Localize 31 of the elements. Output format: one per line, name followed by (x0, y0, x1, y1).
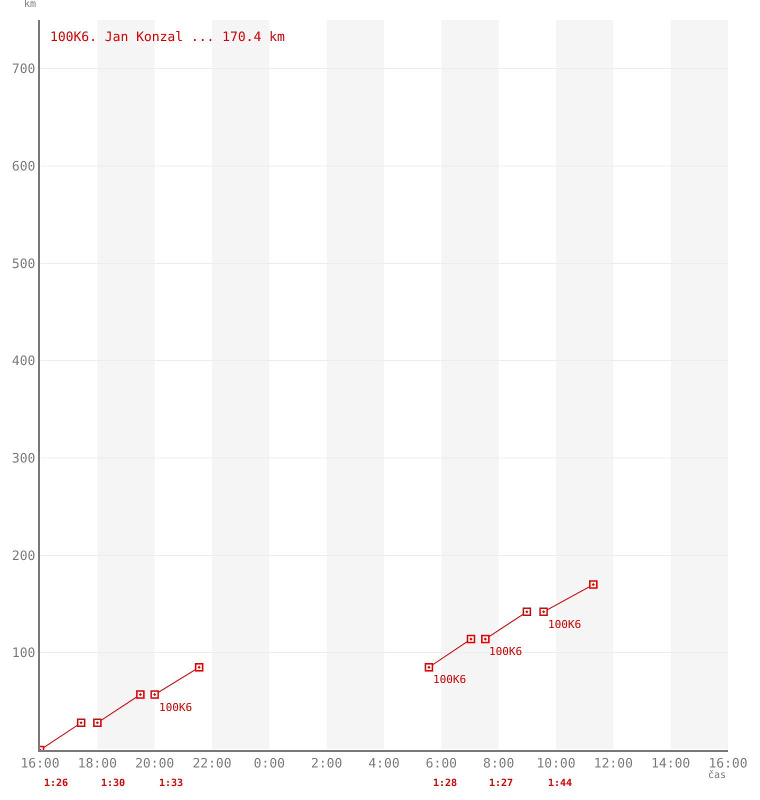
x-tick-label: 0:00 (254, 756, 285, 772)
annotation: 100K6 (159, 701, 192, 714)
y-tick-label: 500 (12, 256, 36, 272)
text: 1:26 (44, 778, 68, 789)
text: 1:30 (101, 778, 126, 789)
x-tick-label: 20:00 (135, 756, 174, 772)
x-tick-label: 22:00 (192, 756, 232, 772)
x-tick-label: 4:00 (368, 756, 400, 772)
x-tick-label: 2:00 (311, 756, 342, 772)
y-tick-label: 100 (12, 646, 36, 662)
x-tick-label: 14:00 (651, 756, 690, 772)
x-tick-label: 8:00 (483, 756, 514, 772)
y-tick-label: 400 (12, 354, 36, 370)
y-tick-label: 700 (12, 62, 36, 78)
x-axis-title: čas (708, 770, 726, 781)
annotation: 100K6 (489, 645, 522, 658)
y-tick-label: 300 (12, 452, 36, 467)
text: 1:44 (548, 778, 572, 789)
text: 100K6. Jan Konzal ... 170.4 km (50, 30, 285, 45)
annotation: 100K6 (548, 618, 582, 631)
x-tick-label: 18:00 (78, 756, 117, 772)
y-tick-label: 600 (12, 160, 36, 175)
text: 1:28 (433, 778, 458, 789)
y-tick-label: 200 (12, 548, 36, 564)
annotation: 100K6 (433, 673, 466, 686)
x-tick-label: 16:00 (20, 756, 60, 772)
text: 1:27 (489, 778, 514, 789)
x-tick-label: 12:00 (594, 756, 633, 772)
x-tick-label: 6:00 (426, 756, 457, 772)
x-tick-label: 10:00 (536, 756, 576, 772)
text: 1:33 (159, 778, 184, 789)
